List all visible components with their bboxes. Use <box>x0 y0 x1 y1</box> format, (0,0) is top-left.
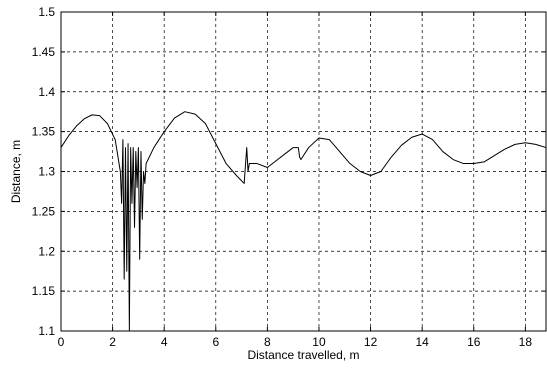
x-tick-label: 8 <box>264 335 271 349</box>
x-axis-label: Distance travelled, m <box>247 348 359 362</box>
series-line <box>60 111 547 332</box>
y-tick-label: 1.25 <box>32 204 56 218</box>
y-tick-label: 1.15 <box>32 284 56 298</box>
y-axis-label: Distance, m <box>9 140 23 203</box>
x-tick-label: 6 <box>212 335 219 349</box>
x-tick-label: 10 <box>312 335 326 349</box>
ticks: 0 2 4 6 8 10 12 14 16 18 1.1 1.15 1.2 1.25 1.3 1.35 1.4 1… <box>32 5 546 349</box>
x-tick-label: 14 <box>415 335 429 349</box>
series-layer <box>60 111 547 332</box>
x-tick-label: 16 <box>467 335 481 349</box>
y-tick-label: 1.5 <box>38 5 55 19</box>
x-tick-label: 2 <box>109 335 116 349</box>
x-tick-label: 18 <box>519 335 533 349</box>
y-tick-label: 1.1 <box>38 324 55 338</box>
x-tick-label: 0 <box>58 335 65 349</box>
y-tick-label: 1.2 <box>38 244 55 258</box>
y-tick-label: 1.4 <box>38 85 55 99</box>
x-tick-label: 12 <box>364 335 378 349</box>
x-tick-label: 4 <box>161 335 168 349</box>
y-tick-label: 1.3 <box>38 165 55 179</box>
y-tick-label: 1.35 <box>32 125 56 139</box>
y-tick-label: 1.45 <box>32 45 56 59</box>
